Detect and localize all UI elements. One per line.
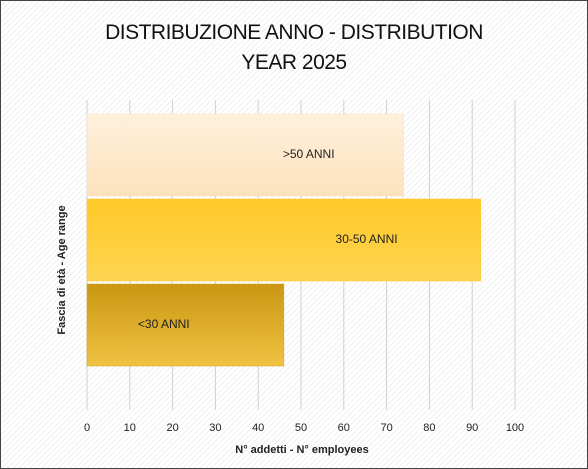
title-box: DISTRIBUZIONE ANNO - DISTRIBUTION YEAR 2… bbox=[105, 21, 483, 74]
bar bbox=[86, 113, 404, 197]
x-tick-label: 80 bbox=[423, 422, 435, 434]
x-tick-label: 50 bbox=[295, 422, 307, 434]
bar bbox=[86, 283, 285, 367]
bar bbox=[86, 198, 482, 282]
x-tick-label: 60 bbox=[338, 422, 350, 434]
bar-category-label: >50 ANNI bbox=[283, 147, 335, 161]
bar-category-label: 30-50 ANNI bbox=[336, 232, 398, 246]
x-tick-label: 20 bbox=[166, 422, 178, 434]
x-tick-label: 0 bbox=[84, 422, 90, 434]
x-tick-label: 10 bbox=[124, 422, 136, 434]
bar-category-label: <30 ANNI bbox=[138, 317, 190, 331]
x-tick-label: 90 bbox=[466, 422, 478, 434]
x-tick-label: 30 bbox=[209, 422, 221, 434]
chart-title: DISTRIBUZIONE ANNO - DISTRIBUTION YEAR 2… bbox=[105, 21, 483, 74]
x-axis-title: N° addetti - N° employees bbox=[235, 444, 369, 456]
y-axis-title: Fascia di età - Age range bbox=[56, 205, 68, 334]
x-tick-label: 70 bbox=[380, 422, 392, 434]
x-tick-label: 100 bbox=[506, 422, 524, 434]
x-tick-label: 40 bbox=[252, 422, 264, 434]
